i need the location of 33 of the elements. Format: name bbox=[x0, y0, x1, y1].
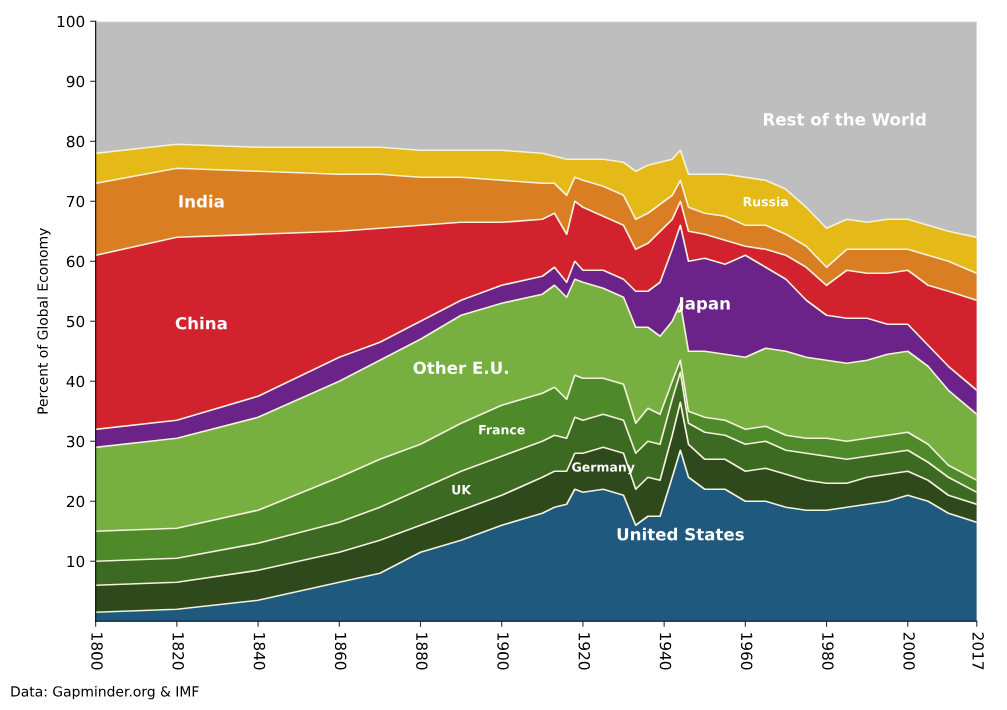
y-tick-label: 30 bbox=[66, 435, 85, 448]
series-label: Russia bbox=[743, 196, 788, 207]
y-tick-label: 80 bbox=[66, 135, 85, 148]
y-tick-label: 90 bbox=[66, 75, 85, 88]
series-label: France bbox=[479, 425, 525, 435]
y-tick-label: 60 bbox=[66, 255, 85, 268]
x-tick-label: 1880 bbox=[416, 633, 428, 670]
x-tick-label: 1900 bbox=[497, 633, 509, 670]
y-axis-title: Percent of Global Economy bbox=[37, 228, 51, 414]
x-tick-label: 1860 bbox=[334, 633, 347, 670]
text: Data: Gapminder.org & IMF bbox=[11, 685, 199, 700]
y-tick-label: 40 bbox=[66, 375, 85, 388]
series-label: Rest of the World bbox=[763, 112, 926, 126]
series-label: Other E.U. bbox=[413, 361, 508, 375]
x-tick-label: 2000 bbox=[903, 632, 915, 670]
series-label: China bbox=[175, 316, 227, 330]
x-tick-label: 1940 bbox=[659, 633, 672, 670]
x-tick-label: 1980 bbox=[822, 633, 834, 670]
series-label: United States bbox=[617, 527, 744, 541]
x-tick-label: 1920 bbox=[578, 633, 591, 670]
x-tick-label: 1960 bbox=[740, 633, 753, 670]
x-tick-label: 2017 bbox=[972, 632, 984, 670]
x-tick-label: 1800 bbox=[91, 633, 103, 670]
y-tick-label: 20 bbox=[66, 495, 85, 508]
y-tick-label: 100 bbox=[57, 15, 85, 28]
series-label: India bbox=[179, 194, 224, 208]
series-label: Japan bbox=[677, 297, 730, 313]
y-tick-label: 70 bbox=[67, 195, 85, 208]
series-label: UK bbox=[452, 485, 472, 495]
y-tick-label: 10 bbox=[67, 555, 85, 568]
x-tick-label: 1820 bbox=[172, 633, 184, 670]
x-tick-label: 1840 bbox=[253, 633, 266, 670]
y-tick-label: 50 bbox=[66, 315, 85, 328]
